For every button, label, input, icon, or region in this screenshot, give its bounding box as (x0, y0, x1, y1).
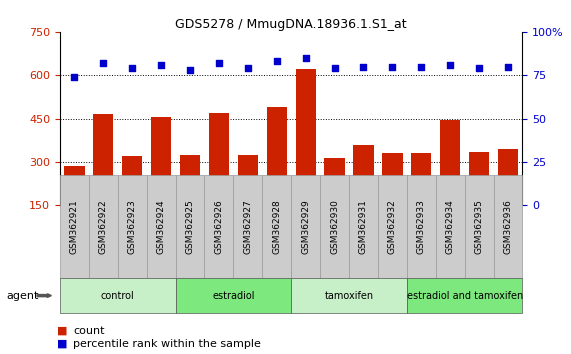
Bar (378, 175, 407, 278)
Bar (89, 175, 118, 278)
Text: GSM362932: GSM362932 (388, 199, 397, 254)
Text: tamoxifen: tamoxifen (324, 291, 373, 301)
Point (301, 55, 310, 61)
Bar (291, 278, 407, 313)
Text: control: control (101, 291, 135, 301)
Bar (349, 175, 378, 278)
Bar (291, 175, 320, 278)
Bar (147, 175, 176, 278)
Bar (498, 149, 518, 205)
Bar (180, 155, 200, 205)
Bar (493, 175, 522, 278)
Point (70, 74, 79, 80)
Text: GSM362933: GSM362933 (417, 199, 426, 254)
Text: percentile rank within the sample: percentile rank within the sample (73, 339, 261, 349)
Point (214, 60, 223, 66)
Text: GSM362923: GSM362923 (128, 199, 136, 254)
Text: GSM362921: GSM362921 (70, 199, 79, 254)
Bar (238, 155, 258, 205)
Point (243, 65, 252, 71)
Bar (118, 175, 147, 278)
Point (156, 62, 166, 68)
Bar (262, 175, 291, 278)
Bar (267, 107, 287, 205)
Point (445, 62, 455, 68)
Bar (411, 153, 432, 205)
Point (475, 65, 484, 71)
Text: GSM362924: GSM362924 (156, 199, 166, 254)
Bar (209, 113, 229, 205)
Text: GSM362928: GSM362928 (272, 199, 282, 254)
Text: agent: agent (7, 291, 39, 301)
Text: estradiol: estradiol (212, 291, 255, 301)
Bar (436, 175, 465, 278)
Text: GSM362930: GSM362930 (330, 199, 339, 254)
Point (417, 64, 426, 69)
Point (330, 65, 339, 71)
Bar (60, 175, 89, 278)
Bar (176, 175, 204, 278)
Text: GSM362927: GSM362927 (243, 199, 252, 254)
Bar (296, 69, 316, 205)
Bar (151, 117, 171, 205)
Bar (382, 153, 403, 205)
Point (272, 58, 282, 64)
Bar (440, 120, 460, 205)
Text: GSM362926: GSM362926 (215, 199, 223, 254)
Text: GSM362929: GSM362929 (301, 199, 310, 254)
Text: estradiol and tamoxifen: estradiol and tamoxifen (407, 291, 523, 301)
Bar (407, 278, 522, 313)
Bar (353, 144, 373, 205)
Point (388, 64, 397, 69)
Point (504, 64, 513, 69)
Bar (324, 158, 345, 205)
Text: GSM362935: GSM362935 (475, 199, 484, 254)
Bar (465, 175, 493, 278)
Bar (469, 152, 489, 205)
Point (186, 67, 195, 73)
Bar (93, 114, 114, 205)
Bar (65, 166, 85, 205)
Text: GSM362934: GSM362934 (446, 199, 455, 254)
Point (359, 64, 368, 69)
Text: ■: ■ (57, 326, 67, 336)
Point (99, 60, 108, 66)
Text: GSM362931: GSM362931 (359, 199, 368, 254)
Text: ■: ■ (57, 339, 67, 349)
Text: GSM362936: GSM362936 (504, 199, 513, 254)
Text: count: count (73, 326, 104, 336)
Bar (122, 156, 142, 205)
Text: GSM362925: GSM362925 (186, 199, 195, 254)
Text: GSM362922: GSM362922 (99, 199, 108, 254)
Bar (176, 278, 291, 313)
Bar (320, 175, 349, 278)
Title: GDS5278 / MmugDNA.18936.1.S1_at: GDS5278 / MmugDNA.18936.1.S1_at (175, 18, 407, 31)
Point (128, 65, 137, 71)
Bar (234, 175, 262, 278)
Bar (60, 278, 176, 313)
Bar (407, 175, 436, 278)
Bar (204, 175, 234, 278)
